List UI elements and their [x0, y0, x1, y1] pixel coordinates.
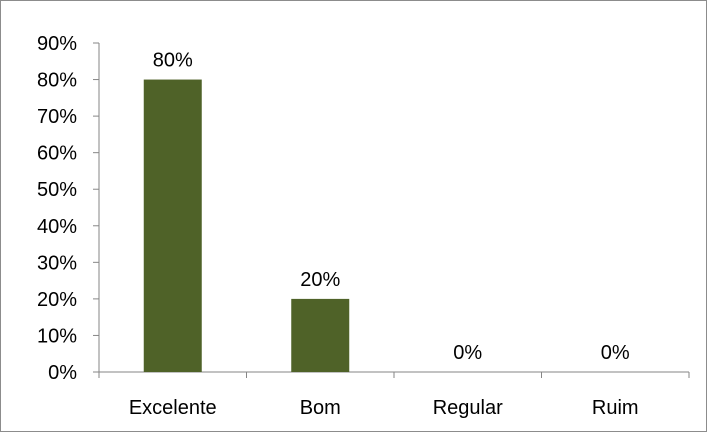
y-tick-label: 20%: [37, 289, 77, 311]
y-tick-label: 80%: [37, 70, 77, 92]
y-tick-label: 90%: [37, 33, 77, 55]
data-label: 0%: [601, 342, 630, 364]
y-tick-label: 60%: [37, 143, 77, 165]
y-tick-label: 0%: [48, 362, 77, 384]
y-tick-label: 40%: [37, 216, 77, 238]
y-tick-label: 10%: [37, 325, 77, 347]
category-label: Excelente: [129, 397, 217, 419]
category-label: Regular: [433, 397, 503, 419]
y-tick-label: 50%: [37, 179, 77, 201]
data-label: 0%: [453, 342, 482, 364]
y-tick-label: 70%: [37, 106, 77, 128]
category-label: Bom: [300, 397, 341, 419]
data-label: 20%: [300, 269, 340, 291]
y-tick-label: 30%: [37, 252, 77, 274]
category-label: Ruim: [592, 397, 639, 419]
data-label: 80%: [153, 50, 193, 72]
bar-bom: [291, 298, 350, 372]
bar-excelente: [143, 79, 202, 373]
